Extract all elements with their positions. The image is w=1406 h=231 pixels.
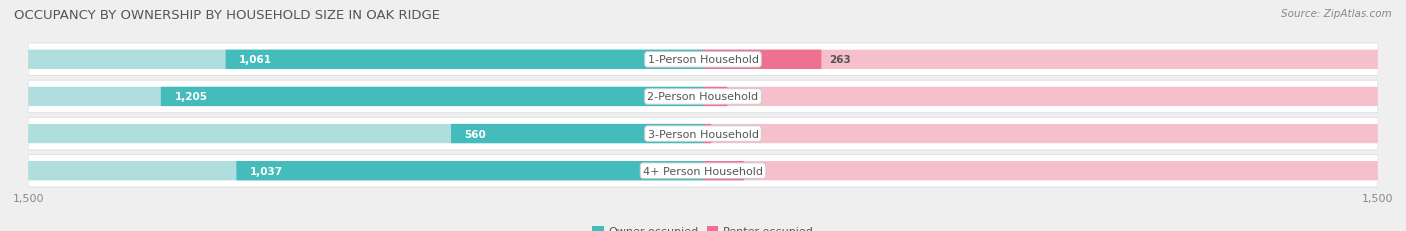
FancyBboxPatch shape	[28, 124, 703, 144]
Text: OCCUPANCY BY OWNERSHIP BY HOUSEHOLD SIZE IN OAK RIDGE: OCCUPANCY BY OWNERSHIP BY HOUSEHOLD SIZE…	[14, 9, 440, 22]
FancyBboxPatch shape	[28, 87, 703, 107]
Text: Source: ZipAtlas.com: Source: ZipAtlas.com	[1281, 9, 1392, 19]
Text: 1,061: 1,061	[239, 55, 273, 65]
FancyBboxPatch shape	[160, 87, 703, 107]
Text: 3-Person Household: 3-Person Household	[648, 129, 758, 139]
Text: 1,205: 1,205	[174, 92, 207, 102]
FancyBboxPatch shape	[703, 161, 744, 181]
FancyBboxPatch shape	[28, 118, 1378, 150]
FancyBboxPatch shape	[236, 161, 703, 181]
FancyBboxPatch shape	[28, 81, 1378, 113]
Legend: Owner-occupied, Renter-occupied: Owner-occupied, Renter-occupied	[588, 221, 818, 231]
FancyBboxPatch shape	[28, 50, 703, 70]
FancyBboxPatch shape	[451, 124, 703, 144]
Text: 91: 91	[752, 166, 766, 176]
FancyBboxPatch shape	[703, 124, 1378, 144]
FancyBboxPatch shape	[225, 50, 703, 70]
Text: 4+ Person Household: 4+ Person Household	[643, 166, 763, 176]
FancyBboxPatch shape	[28, 44, 1378, 76]
Text: 54: 54	[735, 92, 749, 102]
FancyBboxPatch shape	[703, 87, 727, 107]
Text: 263: 263	[830, 55, 851, 65]
FancyBboxPatch shape	[703, 124, 711, 144]
FancyBboxPatch shape	[703, 50, 1378, 70]
FancyBboxPatch shape	[703, 50, 821, 70]
Text: 18: 18	[720, 129, 734, 139]
FancyBboxPatch shape	[703, 161, 1378, 181]
Text: 1-Person Household: 1-Person Household	[648, 55, 758, 65]
FancyBboxPatch shape	[28, 155, 1378, 187]
Text: 560: 560	[464, 129, 486, 139]
Text: 1,037: 1,037	[250, 166, 283, 176]
FancyBboxPatch shape	[703, 87, 1378, 107]
Text: 2-Person Household: 2-Person Household	[647, 92, 759, 102]
FancyBboxPatch shape	[28, 161, 703, 181]
